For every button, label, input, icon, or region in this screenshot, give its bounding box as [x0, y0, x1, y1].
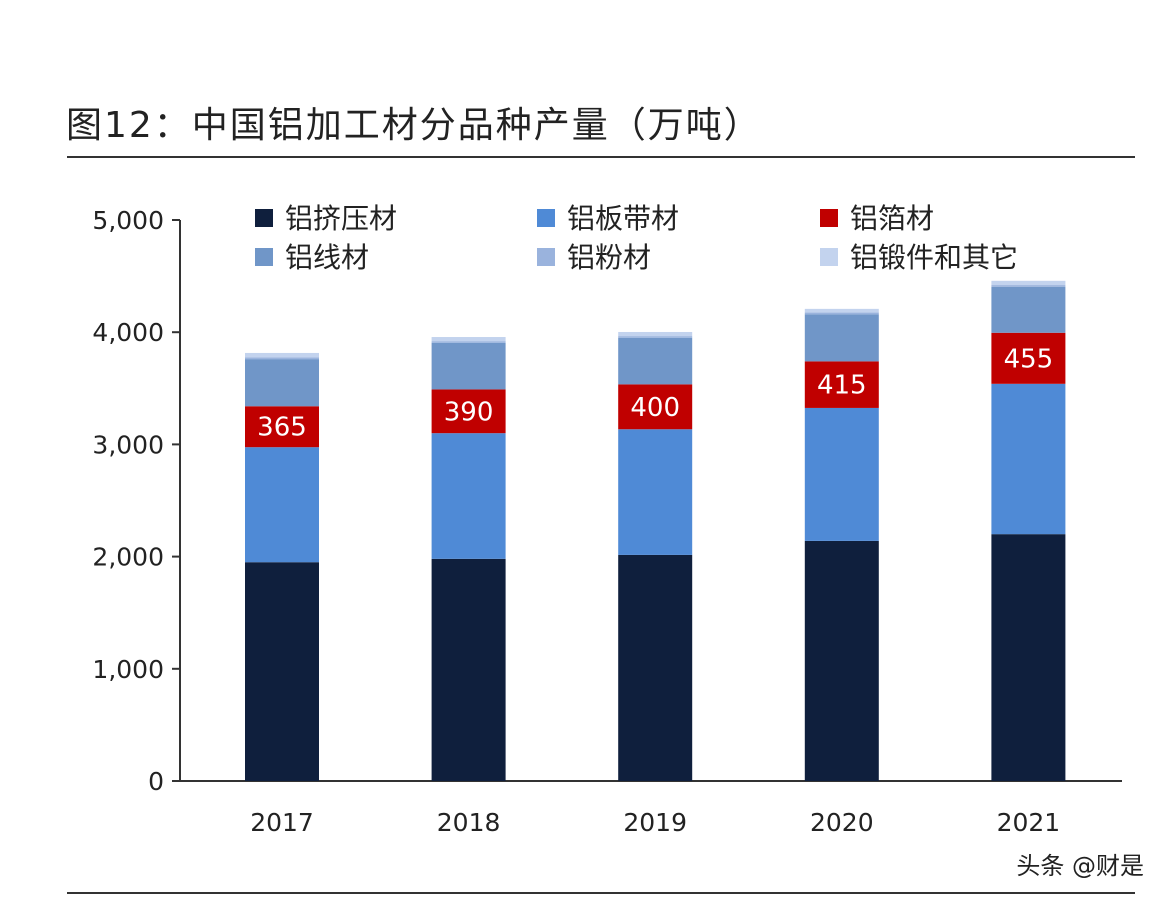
- bar-segment: [431, 389, 506, 434]
- bar-segment: [991, 383, 1066, 535]
- legend-swatch: [255, 209, 273, 227]
- watermark: 头条 @财是: [1016, 852, 1144, 880]
- bar-segment: [804, 308, 879, 313]
- y-tick-label: 3,000: [92, 430, 164, 459]
- bar-segment: [991, 285, 1066, 287]
- legend-swatch: [537, 248, 555, 266]
- data-label: 400: [630, 393, 680, 423]
- bottom-rule: [67, 892, 1135, 894]
- bar-segment: [245, 357, 319, 360]
- bar-segment: [431, 433, 506, 559]
- bar-segment: [618, 336, 693, 338]
- x-tick-label: 2019: [623, 808, 687, 837]
- top-rule: [67, 156, 1135, 158]
- legend-label: 铝线材: [285, 241, 369, 274]
- data-label: 390: [444, 397, 494, 427]
- legend-swatch: [820, 209, 838, 227]
- bar-segment: [804, 407, 879, 541]
- bar-segment: [431, 341, 506, 343]
- bar-segment: [618, 331, 693, 337]
- bar-segment: [245, 406, 319, 448]
- bar-segment: [804, 540, 879, 781]
- bar-segment: [431, 342, 506, 390]
- data-label: 365: [257, 413, 307, 443]
- y-tick-label: 5,000: [92, 206, 164, 235]
- legend-swatch: [820, 248, 838, 266]
- bar-segment: [804, 314, 879, 362]
- bar-segment: [618, 429, 693, 555]
- bar-segment: [991, 332, 1066, 384]
- legend-label: 铝板带材: [567, 202, 679, 235]
- bar-segment: [618, 554, 693, 781]
- y-tick-label: 4,000: [92, 318, 164, 347]
- legend-label: 铝箔材: [850, 202, 934, 235]
- bar-segment: [618, 337, 693, 385]
- x-tick-label: 2021: [997, 808, 1061, 837]
- bar-segment: [804, 312, 879, 315]
- x-tick-label: 2017: [250, 808, 314, 837]
- y-tick-label: 2,000: [92, 543, 164, 572]
- x-tick-label: 2020: [810, 808, 874, 837]
- legend-label: 铝锻件和其它: [850, 241, 1018, 274]
- legend-label: 铝粉材: [567, 241, 651, 274]
- legend-swatch: [255, 248, 273, 266]
- data-label: 415: [817, 371, 867, 401]
- y-tick-label: 0: [148, 767, 164, 796]
- bar-segment: [991, 280, 1066, 286]
- x-tick-label: 2018: [437, 808, 501, 837]
- bar-segment: [618, 384, 693, 430]
- bar-segment: [991, 286, 1066, 333]
- bar-segment: [431, 558, 506, 781]
- y-tick-label: 1,000: [92, 655, 164, 684]
- bar-segment: [245, 352, 319, 358]
- legend-swatch: [537, 209, 555, 227]
- data-label: 455: [1004, 344, 1054, 374]
- bar-segment: [245, 359, 319, 407]
- bar-segment: [804, 361, 879, 408]
- chart-title: 图12：中国铝加工材分品种产量（万吨）: [66, 105, 762, 146]
- bar-segment: [431, 337, 506, 342]
- legend-label: 铝挤压材: [285, 202, 397, 235]
- bar-segment: [991, 534, 1066, 781]
- bar-segment: [245, 562, 319, 781]
- bar-segment: [245, 447, 319, 563]
